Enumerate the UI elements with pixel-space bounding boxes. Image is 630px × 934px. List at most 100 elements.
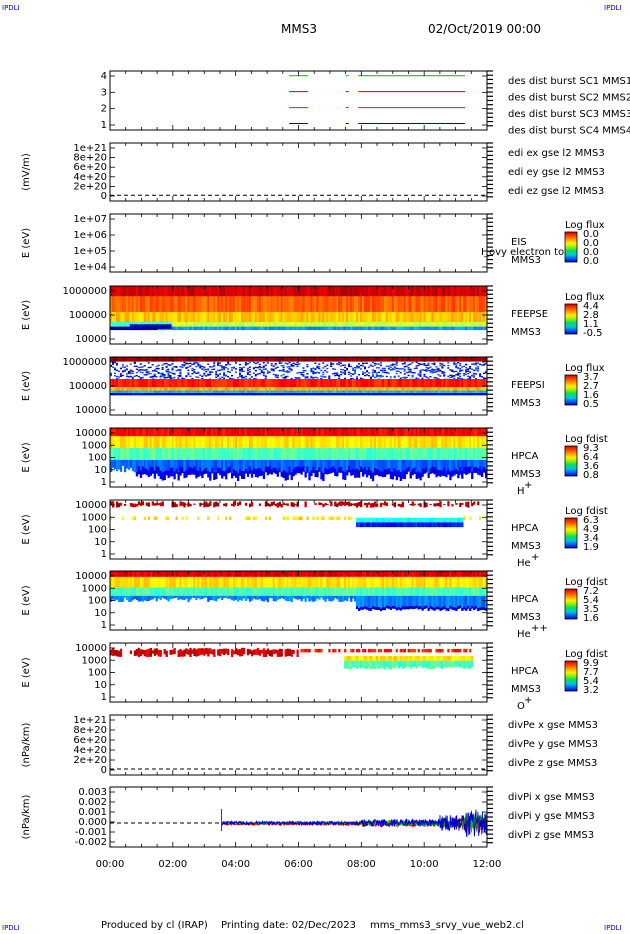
spectro-cell <box>437 517 440 523</box>
spectro-cell <box>350 286 353 297</box>
spectro-dot <box>373 370 376 372</box>
spectro-cell <box>278 428 281 437</box>
spectro-dot <box>205 375 208 377</box>
spectro-cell <box>385 296 389 313</box>
spectro-cell <box>112 296 115 313</box>
spectro-cell <box>123 576 127 588</box>
spectro-cell <box>199 502 202 507</box>
spectro-cell <box>312 322 315 327</box>
spectro-dot <box>139 363 142 365</box>
spectro-cell <box>288 459 291 467</box>
spectro-dot <box>209 366 212 368</box>
spectro-cell <box>163 390 166 393</box>
spectro-cell <box>161 296 164 313</box>
spectro-dot <box>352 369 355 371</box>
spectro-cell <box>364 448 367 460</box>
spectro-cell <box>469 393 472 396</box>
spectro-dot <box>193 371 196 374</box>
spectro-cell <box>185 576 188 588</box>
spectro-cell <box>348 436 351 449</box>
spectro-cell <box>316 393 319 396</box>
spectro-dot <box>241 377 243 379</box>
spectro-cell <box>306 322 309 327</box>
spectro-dot <box>439 364 442 367</box>
spectro-dot <box>284 375 287 378</box>
spectro-dot <box>260 370 263 373</box>
spectro-cell <box>401 326 404 331</box>
spectro-dot <box>431 363 434 365</box>
spectro-cell <box>437 357 440 362</box>
spectro-cell <box>233 296 236 313</box>
spectro-dot <box>338 377 341 380</box>
spectro-cell <box>223 471 226 477</box>
colorbar <box>564 231 578 263</box>
spectro-cell <box>405 459 408 469</box>
spectro-cell <box>276 502 279 508</box>
spectro-dot <box>322 362 325 364</box>
spectro-dot <box>173 366 176 368</box>
spectro-cell <box>179 393 182 396</box>
spectro-cell <box>338 448 341 460</box>
spectro-cell <box>324 436 327 449</box>
spectro-cell <box>439 393 442 396</box>
spectro-cell <box>381 428 385 437</box>
spectro-cell <box>274 428 277 437</box>
spectro-cell <box>143 459 146 468</box>
spectro-cell <box>473 322 476 327</box>
spectro-cell <box>225 312 228 322</box>
spectro-cell <box>147 576 150 588</box>
spectro-cell <box>193 393 196 396</box>
spectro-dot <box>344 373 347 375</box>
spectro-cell <box>473 390 476 393</box>
spectro-cell <box>173 571 176 577</box>
spectro-cell <box>457 286 460 297</box>
spectro-cell <box>298 286 301 297</box>
spectro-cell <box>169 324 172 329</box>
spectro-cell <box>137 296 141 313</box>
spectro-cell <box>356 517 359 523</box>
colorbar-tick-label: 1.6 <box>583 390 599 401</box>
spectro-cell <box>276 436 279 449</box>
spectro-dot <box>171 368 174 370</box>
spectro-cell <box>139 595 143 602</box>
spectro-cell <box>254 468 258 478</box>
spectro-cell <box>449 448 452 460</box>
colorbar-tick-label: 4.9 <box>583 524 599 535</box>
spectro-cell <box>477 393 480 396</box>
spectro-cell <box>409 326 412 331</box>
spectro-cell <box>258 387 262 391</box>
instrument-name: FEEPSE <box>511 309 548 320</box>
spectro-dot <box>465 363 468 366</box>
spectro-cell <box>318 428 321 437</box>
spectro-cell <box>328 326 331 331</box>
spectro-cell <box>344 322 347 327</box>
spectro-cell <box>479 466 482 476</box>
spectro-cell <box>399 459 402 472</box>
spectro-cell <box>360 390 363 393</box>
spectro-cell <box>427 472 430 478</box>
spectro-cell <box>481 390 484 393</box>
spectro-dot <box>116 375 118 378</box>
spectro-dot <box>117 376 120 378</box>
spectro-dot <box>185 375 188 377</box>
spectro-cell <box>387 296 391 313</box>
spectro-cell <box>298 393 301 396</box>
y-tick-label: 10 <box>94 537 107 548</box>
spectro-cell <box>256 326 260 331</box>
spectro-dot <box>213 368 216 370</box>
spectro-cell <box>425 322 428 327</box>
spectro-dot <box>197 363 200 366</box>
spectro-cell <box>239 501 242 505</box>
spectro-cell <box>110 390 113 393</box>
spectro-cell <box>197 393 200 396</box>
spectro-cell <box>195 436 198 449</box>
spectro-cell <box>270 428 273 437</box>
spectro-cell <box>399 393 402 396</box>
spectro-cell <box>467 436 470 449</box>
spectro-cell <box>387 286 391 297</box>
spectro-cell <box>129 428 133 437</box>
spectro-cell <box>231 576 234 588</box>
spectro-dot <box>139 378 142 380</box>
